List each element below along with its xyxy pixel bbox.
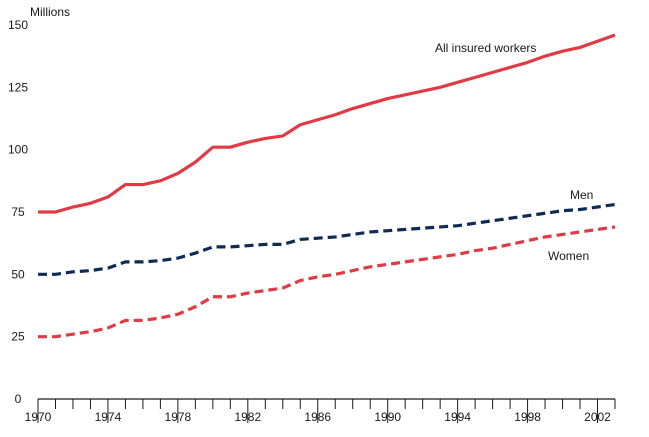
y-tick-label: 150 — [8, 18, 28, 32]
series-line-women — [38, 225, 616, 339]
y-axis-unit-label: Millions — [30, 5, 70, 19]
x-tick-label: 1982 — [234, 410, 261, 424]
series-label-men: Men — [570, 188, 593, 202]
y-tick-label: 0 — [15, 392, 22, 406]
series-lines — [38, 33, 616, 339]
y-tick-label: 50 — [11, 267, 25, 281]
y-tick-label: 125 — [8, 80, 28, 94]
y-tick-label: 75 — [11, 205, 25, 219]
y-tick-label: 100 — [8, 143, 28, 157]
x-tick-label: 1994 — [444, 410, 471, 424]
y-axis-ticks: 0 25 50 75 100 125 150 — [8, 18, 28, 406]
series-line-all-insured-workers — [38, 33, 616, 214]
x-tick-label: 1990 — [374, 410, 401, 424]
x-tick-label: 1970 — [25, 410, 52, 424]
series-labels: All insured workers Men Women — [435, 41, 593, 263]
x-tick-label: 1974 — [95, 410, 122, 424]
x-tick-label: 1978 — [165, 410, 192, 424]
x-tick-label: 2002 — [584, 410, 611, 424]
x-axis: 1970 1974 1978 1982 1986 1990 1994 1998 2002 — [25, 398, 616, 424]
series-label-all-insured-workers: All insured workers — [435, 41, 536, 55]
series-label-women: Women — [548, 249, 589, 263]
x-tick-label: 1998 — [514, 410, 541, 424]
x-tick-label: 1986 — [304, 410, 331, 424]
series-line-men — [38, 202, 616, 276]
y-tick-label: 25 — [11, 330, 25, 344]
